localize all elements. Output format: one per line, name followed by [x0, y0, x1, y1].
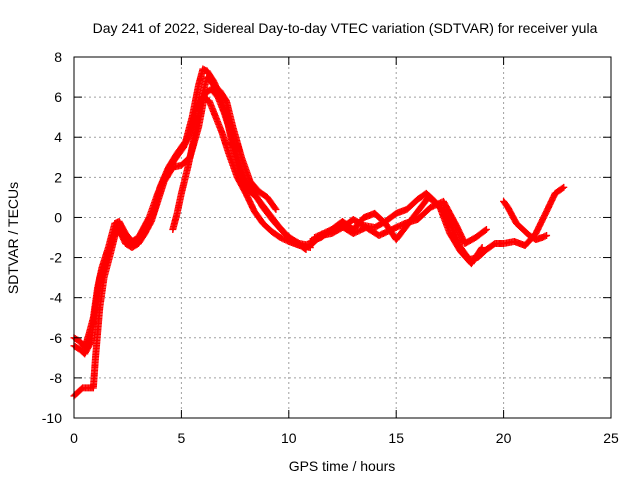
data-point — [478, 244, 486, 252]
y-tick-label: -2 — [50, 250, 63, 266]
data-point — [271, 204, 279, 212]
y-tick-label: 0 — [54, 209, 62, 225]
y-tick-label: -6 — [50, 330, 63, 346]
x-tick-label: 0 — [70, 430, 78, 446]
y-tick-label: 4 — [54, 129, 62, 145]
x-tick-label: 10 — [281, 430, 297, 446]
x-tick-label: 5 — [178, 430, 186, 446]
series-track-4 — [169, 73, 280, 233]
y-axis-label: SDTVAR / TECUs — [5, 182, 21, 294]
data-point — [482, 225, 490, 233]
ticks — [73, 56, 612, 419]
y-tick-label: -8 — [50, 370, 63, 386]
data-point — [481, 226, 489, 234]
series-track-3 — [70, 93, 314, 400]
data-point — [272, 205, 280, 213]
x-tick-label: 20 — [496, 430, 512, 446]
data-point — [543, 231, 551, 239]
series-track-7 — [311, 197, 490, 248]
x-tick-label: 15 — [388, 430, 404, 446]
data-series — [70, 65, 568, 400]
plot-frame — [73, 56, 612, 419]
y-tick-label: -10 — [42, 410, 62, 426]
y-tick-label: 2 — [54, 169, 62, 185]
x-axis-label: GPS time / hours — [289, 458, 396, 474]
x-tick-label: 25 — [603, 430, 619, 446]
y-tick-label: -4 — [50, 290, 63, 306]
y-tick-label: 6 — [54, 89, 62, 105]
x-tick-labels: 0 5 10 15 20 25 — [70, 430, 619, 446]
y-tick-labels: -10 -8 -6 -4 -2 0 2 4 6 8 — [42, 49, 62, 426]
series-track-8 — [500, 197, 551, 244]
data-point — [477, 245, 485, 253]
data-point — [559, 184, 567, 192]
data-point — [560, 183, 568, 191]
chart-title: Day 241 of 2022, Sidereal Day-to-day VTE… — [93, 20, 598, 36]
y-tick-label: 8 — [54, 49, 62, 65]
